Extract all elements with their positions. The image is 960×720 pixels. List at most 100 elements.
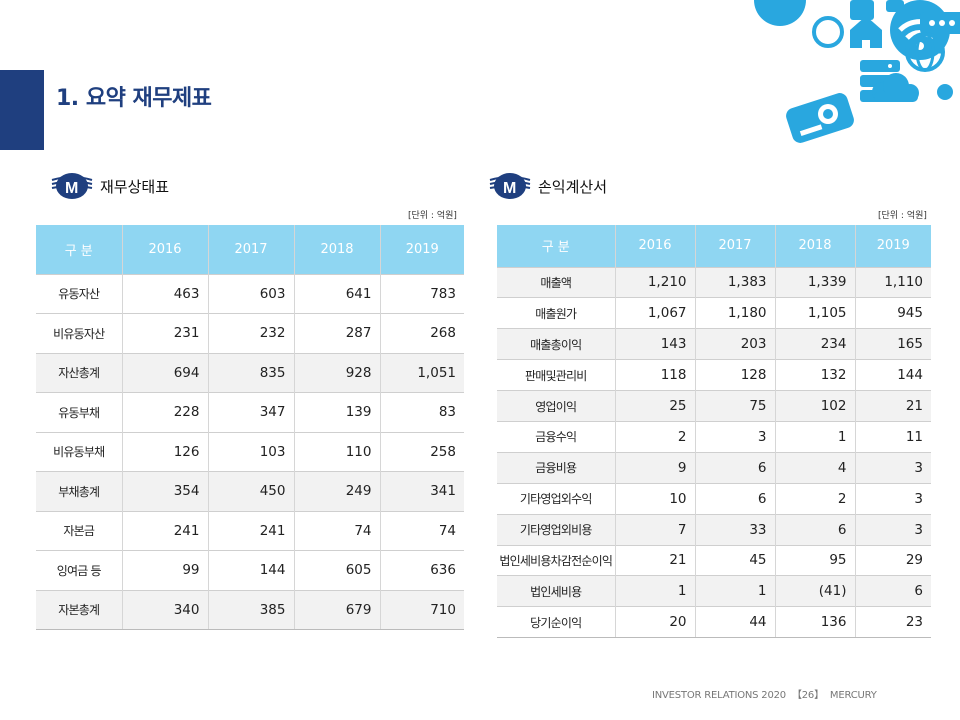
value-cell: 29 bbox=[854, 544, 931, 576]
value-cell: 710 bbox=[379, 589, 464, 630]
value-cell: 136 bbox=[774, 606, 855, 639]
value-cell: 2 bbox=[774, 482, 855, 515]
column-header: 2018 bbox=[774, 225, 855, 267]
value-cell: 4 bbox=[774, 451, 855, 484]
table-row: 비유동자산 231 232 287 268 bbox=[36, 313, 464, 353]
value-cell: 6 bbox=[694, 451, 775, 484]
value-cell: 1,051 bbox=[379, 352, 464, 393]
value-cell: 74 bbox=[379, 510, 464, 551]
column-header: 2017 bbox=[694, 225, 775, 267]
value-cell: 835 bbox=[207, 352, 294, 393]
value-cell: 10 bbox=[614, 482, 695, 515]
value-cell: 128 bbox=[694, 359, 775, 391]
footer-company: MERCURY bbox=[829, 690, 877, 701]
table-header-row: 구 분 2016 2017 2018 2019 bbox=[36, 225, 464, 274]
column-header: 구 분 bbox=[497, 225, 615, 267]
value-cell: 44 bbox=[694, 606, 775, 639]
value-cell: 95 bbox=[774, 544, 855, 576]
row-label: 매출액 bbox=[497, 266, 615, 298]
row-label: 유동부채 bbox=[36, 392, 122, 432]
table-row: 매출액 1,210 1,383 1,339 1,110 bbox=[497, 266, 931, 298]
cloud-icon bbox=[754, 0, 806, 26]
balance-sheet-title: 재무상태표 bbox=[100, 177, 170, 196]
value-cell: 21 bbox=[614, 544, 695, 576]
value-cell: 1,339 bbox=[774, 266, 855, 298]
router-icon bbox=[920, 12, 960, 34]
table-row: 기타영업외수익 10 6 2 3 bbox=[497, 482, 931, 515]
table-row: 당기순이익 20 44 136 23 bbox=[497, 606, 931, 639]
value-cell: (41) bbox=[774, 575, 855, 607]
row-label: 비유동부채 bbox=[36, 431, 122, 472]
value-cell: 7 bbox=[614, 513, 695, 546]
value-cell: 340 bbox=[121, 589, 208, 630]
value-cell: 1,383 bbox=[694, 266, 775, 298]
column-header: 2018 bbox=[293, 225, 380, 274]
value-cell: 75 bbox=[694, 390, 775, 422]
value-cell: 450 bbox=[207, 471, 294, 511]
column-header: 2017 bbox=[207, 225, 294, 274]
value-cell: 228 bbox=[121, 392, 208, 432]
table-row: 유동자산 463 603 641 783 bbox=[36, 273, 464, 314]
value-cell: 636 bbox=[379, 550, 464, 590]
mercury-logo-icon: M bbox=[51, 173, 93, 199]
value-cell: 694 bbox=[121, 352, 208, 393]
title-accent-bar bbox=[0, 70, 44, 150]
value-cell: 9 bbox=[614, 451, 695, 484]
value-cell: 231 bbox=[121, 313, 208, 353]
balance-sheet-unit: [단위 : 억원] bbox=[408, 211, 457, 221]
value-cell: 641 bbox=[293, 273, 380, 314]
row-label: 법인세비용 bbox=[497, 575, 615, 607]
svg-text:M: M bbox=[503, 180, 516, 197]
row-label: 금융비용 bbox=[497, 451, 615, 484]
row-label: 법인세비용차감전순이익 bbox=[497, 544, 615, 576]
value-cell: 1 bbox=[694, 575, 775, 607]
value-cell: 2 bbox=[614, 420, 695, 453]
income-statement-heading: M 손익계산서 bbox=[488, 172, 607, 200]
value-cell: 3 bbox=[854, 482, 931, 515]
value-cell: 3 bbox=[854, 451, 931, 484]
value-cell: 928 bbox=[293, 352, 380, 393]
globe-icon bbox=[905, 32, 945, 72]
value-cell: 385 bbox=[207, 589, 294, 630]
value-cell: 463 bbox=[121, 273, 208, 314]
value-cell: 126 bbox=[121, 431, 208, 472]
table-row: 매출총이익 143 203 234 165 bbox=[497, 328, 931, 360]
value-cell: 603 bbox=[207, 273, 294, 314]
value-cell: 679 bbox=[293, 589, 380, 630]
income-statement-unit: [단위 : 억원] bbox=[878, 211, 927, 221]
page-number: 【26】 bbox=[791, 690, 824, 701]
row-label: 비유동자산 bbox=[36, 313, 122, 353]
page-footer: INVESTOR RELATIONS 2020 【26】 MERCURY bbox=[652, 686, 877, 701]
income-statement-table: 구 분 2016 2017 2018 2019 매출액 1,210 1,383 1,3… bbox=[497, 225, 931, 639]
mercury-logo-icon: M bbox=[489, 173, 531, 199]
value-cell: 20 bbox=[614, 606, 695, 639]
svg-text:M: M bbox=[65, 180, 78, 197]
table-row: 부채총계 354 450 249 341 bbox=[36, 471, 464, 511]
row-label: 부채총계 bbox=[36, 471, 122, 511]
table-row: 자본총계 340 385 679 710 bbox=[36, 589, 464, 630]
row-label: 매출원가 bbox=[497, 297, 615, 329]
table-row: 금융비용 9 6 4 3 bbox=[497, 451, 931, 484]
network-icons-decoration bbox=[754, 0, 960, 143]
antenna-icon bbox=[850, 0, 874, 20]
table-row: 자본금 241 241 74 74 bbox=[36, 510, 464, 551]
value-cell: 6 bbox=[854, 575, 931, 607]
balance-sheet-heading: M 재무상태표 bbox=[50, 172, 169, 200]
row-label: 유동자산 bbox=[36, 273, 122, 314]
table-row: 잉여금 등 99 144 605 636 bbox=[36, 550, 464, 590]
value-cell: 341 bbox=[379, 471, 464, 511]
value-cell: 1,180 bbox=[694, 297, 775, 329]
value-cell: 3 bbox=[854, 513, 931, 546]
table-header-row: 구 분 2016 2017 2018 2019 bbox=[497, 225, 931, 267]
table-row: 영업이익 25 75 102 21 bbox=[497, 390, 931, 422]
value-cell: 347 bbox=[207, 392, 294, 432]
table-row: 유동부채 228 347 139 83 bbox=[36, 392, 464, 432]
table-row: 자산총계 694 835 928 1,051 bbox=[36, 352, 464, 393]
value-cell: 165 bbox=[854, 328, 931, 360]
value-cell: 234 bbox=[774, 328, 855, 360]
value-cell: 144 bbox=[207, 550, 294, 590]
value-cell: 132 bbox=[774, 359, 855, 391]
value-cell: 268 bbox=[379, 313, 464, 353]
row-label: 기타영업외비용 bbox=[497, 513, 615, 546]
value-cell: 74 bbox=[293, 510, 380, 551]
